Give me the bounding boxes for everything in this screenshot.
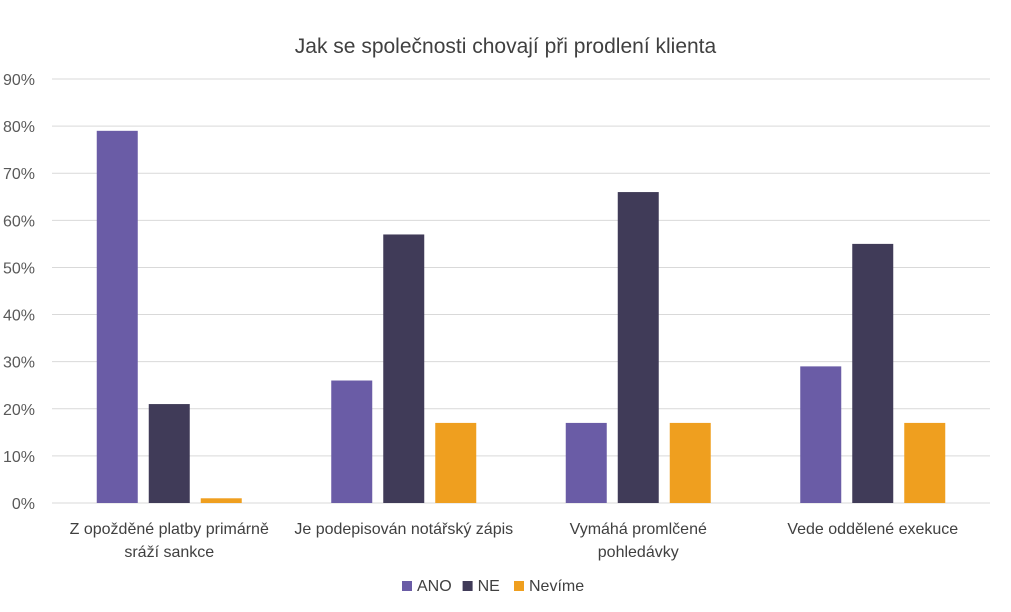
chart-title: Jak se společnosti chovají při prodlení … <box>295 35 717 58</box>
x-category-label: Je podepisován notářský zápis <box>294 521 513 538</box>
legend-swatch-ne <box>462 581 473 591</box>
y-tick-label: 70% <box>3 166 35 183</box>
bar-ano-1 <box>96 130 138 504</box>
x-category-label: sráží sankce <box>124 544 214 561</box>
bar-nevíme-4 <box>904 422 946 503</box>
legend-label-ano: ANO <box>417 578 452 595</box>
legend: ANO NE Nevíme <box>402 578 584 595</box>
legend-label-nevíme: Nevíme <box>529 578 584 595</box>
y-tick-label: 90% <box>3 72 35 89</box>
y-tick-label: 0% <box>12 496 35 513</box>
bar-ne-3 <box>617 192 659 504</box>
y-tick-label: 30% <box>3 355 35 372</box>
y-tick-label: 60% <box>3 213 35 230</box>
legend-label-ne: NE <box>478 578 500 595</box>
y-tick-label: 50% <box>3 260 35 277</box>
bar-nevíme-3 <box>669 422 711 503</box>
bar-ano-2 <box>331 380 373 503</box>
legend-swatch-nevíme <box>514 581 524 591</box>
x-category-label: pohledávky <box>598 544 679 561</box>
bar-nevíme-1 <box>200 498 242 503</box>
x-category-label: Z opožděné platby primárně <box>70 521 269 538</box>
grid-lines <box>52 78 990 504</box>
y-tick-label: 40% <box>3 308 35 325</box>
legend-swatch-ano <box>402 581 412 591</box>
bar-ne-2 <box>383 234 425 503</box>
y-tick-label: 20% <box>3 402 35 419</box>
bars <box>96 130 946 504</box>
x-category-label: Vymáhá promlčené <box>570 521 707 538</box>
y-tick-label: 10% <box>3 449 35 466</box>
x-category-label: Vede oddělené exekuce <box>787 521 958 538</box>
y-tick-label: 80% <box>3 119 35 136</box>
x-axis-categories: Z opožděné platby primárně sráží sankce Je… <box>70 521 959 561</box>
bar-ano-4 <box>800 366 842 503</box>
bar-ne-1 <box>148 404 190 503</box>
bar-nevíme-2 <box>435 422 477 503</box>
bar-ano-3 <box>565 422 607 503</box>
bar-ne-4 <box>852 243 894 503</box>
y-axis-ticks: 0% 10% 20% 30% 40% 50% 60% 70% 80% 90% <box>3 72 35 513</box>
